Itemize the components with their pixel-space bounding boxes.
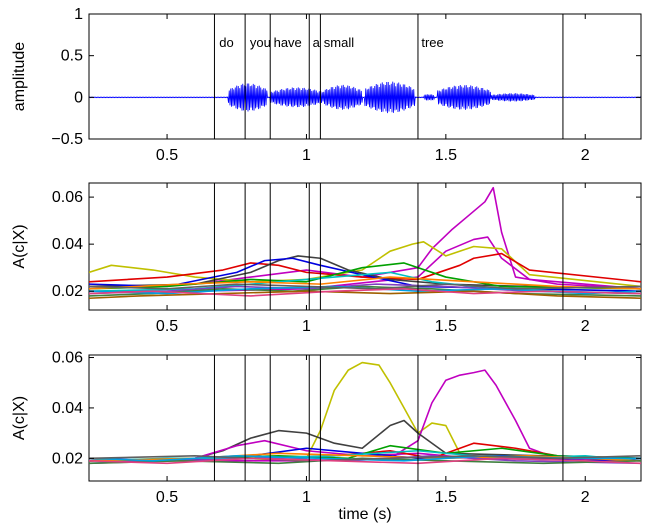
bottom-y-axis-label: A(c|X) — [11, 396, 28, 440]
middle-series-line-2 — [89, 241, 641, 288]
bottom-series-line-5 — [89, 447, 641, 462]
x-axis-label: time (s) — [338, 506, 391, 523]
bottom-x-tick-label: 1 — [302, 489, 311, 506]
bottom-series-line-0 — [89, 361, 641, 462]
bottom-y-tick-label: 0.04 — [52, 400, 83, 417]
bottom-series-line-12 — [89, 455, 641, 462]
waveform-y-tick-label: 0.5 — [61, 48, 83, 65]
middle-x-tick-label: 1.5 — [435, 318, 457, 335]
middle-x-tick-label: 1 — [302, 318, 311, 335]
middle-series-line-13 — [89, 283, 641, 290]
word-label: have — [274, 35, 302, 50]
middle-panel: 0.5 1 1.5 2 0.02 0.04 0.06 A(c|X) — [11, 182, 642, 335]
bottom-x-tick-label: 2 — [581, 489, 590, 506]
word-label: tree — [421, 35, 443, 50]
word-label: do — [219, 35, 233, 50]
bottom-panel: 0.5 1 1.5 2 0.02 0.04 0.06 A(c|X) — [11, 350, 642, 506]
middle-y-tick-label: 0.06 — [52, 189, 83, 206]
waveform-x-tick-label: 1.5 — [435, 147, 457, 164]
bottom-series-line-1 — [89, 369, 641, 462]
bottom-y-tick-label: 0.02 — [52, 450, 83, 467]
bottom-x-tick-label: 0.5 — [156, 489, 178, 506]
word-label: you — [250, 35, 271, 50]
waveform-x-tick-label: 1 — [302, 147, 311, 164]
bottom-series-line-13 — [89, 457, 641, 465]
middle-y-tick-label: 0.02 — [52, 283, 83, 300]
waveform-line — [89, 81, 641, 114]
waveform-y-tick-label: −0.5 — [51, 131, 83, 148]
middle-series-line-14 — [89, 288, 641, 297]
waveform-x-tick-label: 0.5 — [156, 147, 178, 164]
waveform-x-tick-label: 2 — [581, 147, 590, 164]
waveform-y-axis-label: amplitude — [11, 42, 28, 111]
waveform-plot-frame — [88, 13, 642, 140]
middle-x-tick-label: 2 — [581, 318, 590, 335]
waveform-panel: do you have a small tree 0.5 1 1.5 2 −0.5 0 0.5 1 a… — [11, 6, 642, 164]
waveform-y-tick-label: 0 — [74, 89, 83, 106]
middle-series-line-12 — [89, 290, 641, 300]
word-label: small — [324, 35, 354, 50]
bottom-x-tick-label: 1.5 — [435, 489, 457, 506]
middle-series-line-8 — [89, 276, 641, 290]
middle-x-tick-label: 0.5 — [156, 318, 178, 335]
word-label: a — [313, 35, 321, 50]
bottom-y-tick-label: 0.06 — [52, 350, 83, 367]
middle-y-axis-label: A(c|X) — [11, 224, 28, 268]
middle-series-line-3 — [89, 252, 641, 283]
waveform-y-tick-label: 1 — [74, 6, 83, 23]
bottom-series-line-10 — [89, 457, 641, 465]
middle-y-tick-label: 0.04 — [52, 236, 83, 253]
